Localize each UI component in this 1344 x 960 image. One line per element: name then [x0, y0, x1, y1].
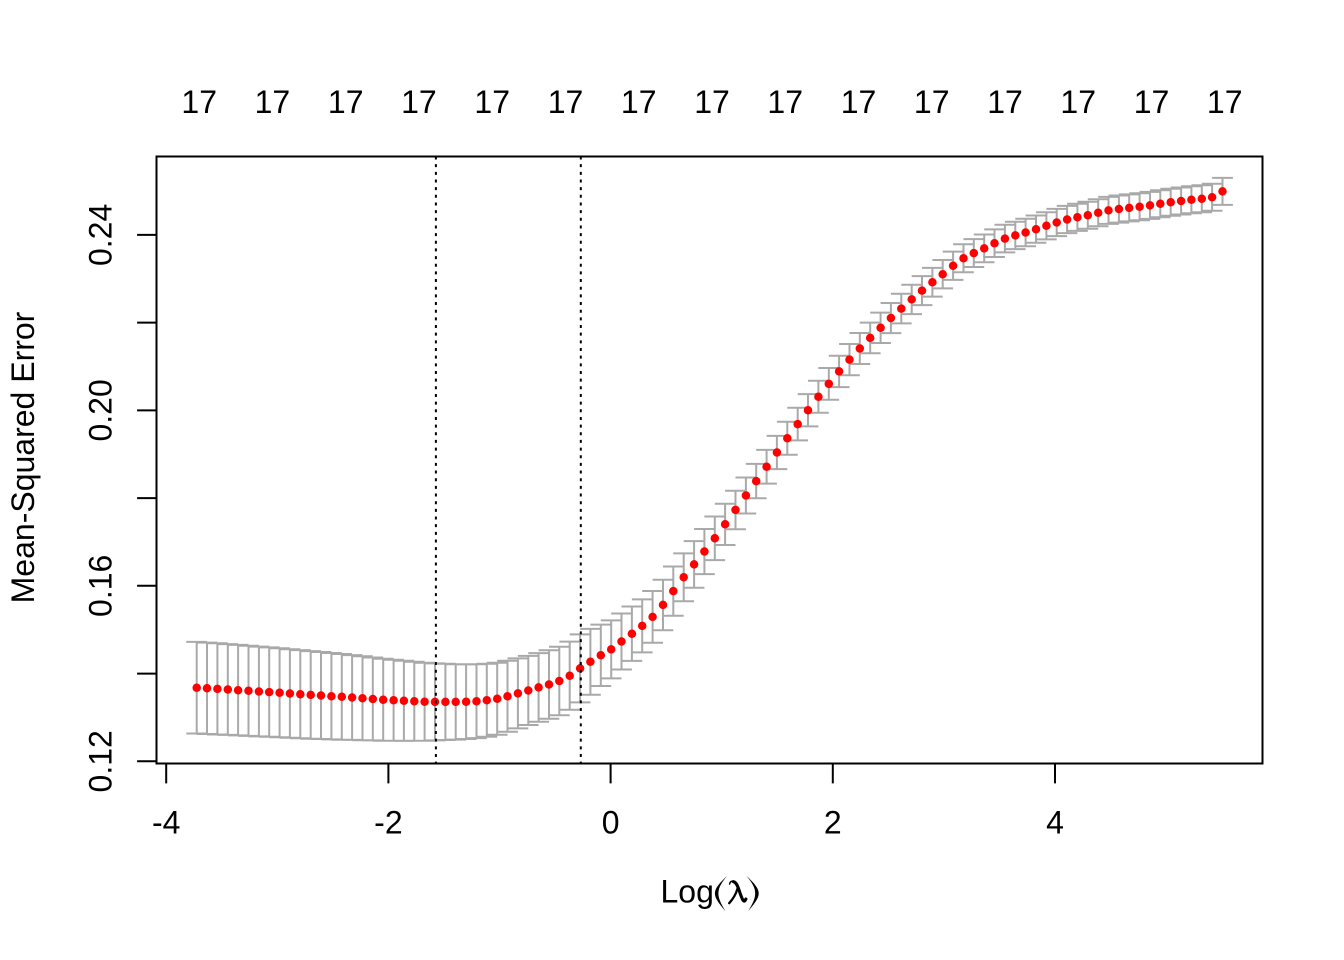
svg-text:17: 17	[181, 84, 217, 120]
svg-text:17: 17	[914, 84, 950, 120]
svg-text:2: 2	[824, 805, 842, 841]
svg-text:Log: Log	[661, 874, 714, 910]
svg-text:0.16: 0.16	[83, 555, 119, 617]
svg-text:17: 17	[987, 84, 1023, 120]
svg-text:0.24: 0.24	[83, 204, 119, 266]
svg-text:-4: -4	[152, 805, 180, 841]
svg-text:17: 17	[474, 84, 510, 120]
svg-text:17: 17	[548, 84, 584, 120]
svg-text:0.12: 0.12	[83, 730, 119, 792]
svg-text:17: 17	[1207, 84, 1243, 120]
svg-text:0.20: 0.20	[83, 379, 119, 441]
svg-text:17: 17	[328, 84, 364, 120]
svg-text:Mean-Squared Error: Mean-Squared Error	[5, 311, 41, 603]
svg-text:17: 17	[767, 84, 803, 120]
svg-text:17: 17	[621, 84, 657, 120]
svg-text:0: 0	[602, 805, 620, 841]
svg-text:-2: -2	[374, 805, 402, 841]
svg-text:17: 17	[1134, 84, 1170, 120]
svg-text:17: 17	[255, 84, 291, 120]
svg-text:17: 17	[694, 84, 730, 120]
svg-text:17: 17	[401, 84, 437, 120]
svg-text:4: 4	[1046, 805, 1064, 841]
svg-text:17: 17	[841, 84, 877, 120]
svg-text:17: 17	[1060, 84, 1096, 120]
